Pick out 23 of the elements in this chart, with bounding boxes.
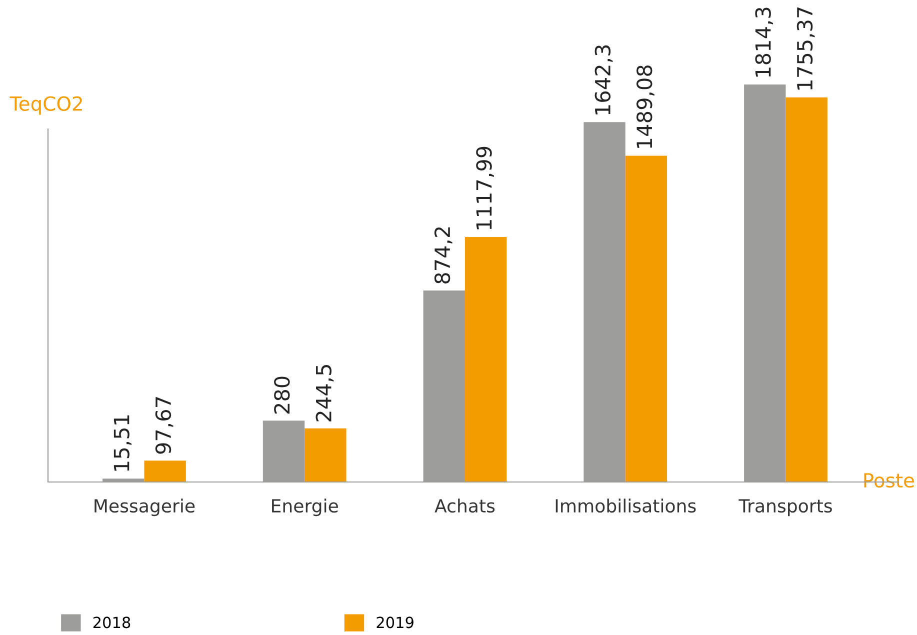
bar (144, 460, 186, 482)
data-label: 1117,99 (476, 146, 494, 230)
x-tick-label: Energie (272, 498, 338, 516)
data-label: 1755,37 (796, 7, 815, 90)
bar (786, 97, 828, 482)
x-tick-label: Achats (434, 498, 495, 513)
data-label: 1489,08 (636, 65, 654, 148)
bar (464, 237, 507, 482)
data-label: 874,2 (434, 227, 452, 284)
data-label: 1642,3 (594, 45, 613, 114)
data-label: 97,67 (155, 397, 174, 454)
x-tick-label: Immobilisations (556, 498, 696, 513)
data-label: 1814,3 (755, 8, 774, 77)
legend-label: 2018 (93, 616, 130, 628)
data-label: 244,5 (316, 365, 334, 422)
data-label: 15,51 (114, 415, 132, 471)
data-label: 280 (274, 376, 290, 414)
y-axis-title: TeqCO2 (10, 96, 82, 115)
x-tick-label: Transports (738, 499, 832, 516)
bar (304, 428, 346, 482)
bar (625, 156, 668, 482)
x-tick-label: Messagerie (94, 498, 195, 516)
legend-label: 2019 (376, 616, 414, 628)
